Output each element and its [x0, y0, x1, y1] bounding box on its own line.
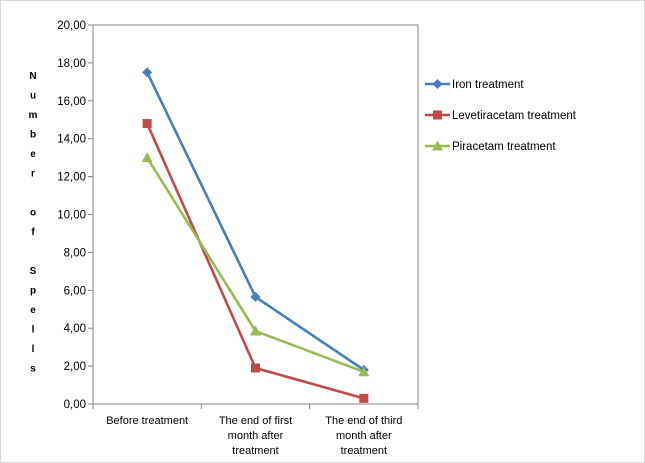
y-tick-label: 2,00	[64, 361, 86, 373]
data-point	[358, 366, 370, 377]
legend: Iron treatment Levetiracetam treatment Pir…	[425, 79, 577, 153]
y-tick-label: 20,00	[57, 20, 86, 32]
y-axis-label-char: u	[30, 91, 36, 102]
y-axis-label-char: r	[31, 169, 35, 180]
y-axis-label-char: p	[30, 286, 36, 297]
data-point	[432, 79, 443, 89]
y-axis-label-char: f	[31, 227, 35, 238]
legend-label: Iron treatment	[452, 79, 524, 91]
data-point	[142, 67, 153, 78]
y-tick-label: 0,00	[64, 399, 86, 411]
x-tick-label: The end of first month after treatment	[219, 415, 292, 457]
y-axis-label-char: e	[30, 149, 36, 160]
y-axis-label-char: m	[29, 110, 38, 121]
series-piracetam-treatment	[141, 152, 370, 377]
data-point	[250, 291, 261, 302]
y-axis-label-char: l	[32, 325, 35, 336]
x-tick-label: The end of third month after treatment	[325, 415, 402, 457]
legend-item: Piracetam treatment	[425, 140, 556, 153]
data-point	[141, 152, 153, 163]
y-axis-label-char: e	[30, 305, 36, 316]
data-point	[250, 325, 261, 336]
legend-item: Levetiracetam treatment	[425, 110, 577, 122]
series-group	[141, 67, 370, 403]
series-levetiracetam-treatment	[142, 119, 369, 403]
y-axis-label-char: s	[30, 364, 36, 375]
y-tick-label: 8,00	[64, 247, 86, 259]
legend-label: Levetiracetam treatment	[452, 110, 577, 122]
y-tick-label: 12,00	[57, 172, 86, 184]
data-point	[142, 119, 152, 129]
data-point	[251, 363, 260, 373]
y-tick-label: 16,00	[57, 96, 86, 108]
y-axis-label-char: b	[30, 130, 36, 141]
y-tick-label: 14,00	[57, 134, 86, 146]
data-point	[432, 140, 443, 151]
y-tick-label: 10,00	[57, 210, 86, 222]
legend-item: Iron treatment	[425, 79, 524, 91]
y-tick-label: 18,00	[57, 58, 86, 70]
y-axis-label-char: l	[32, 344, 35, 355]
y-axis-label-char: N	[29, 71, 36, 82]
x-axis-ticks: Before treatment The end of first month af…	[92, 404, 419, 457]
y-axis-ticks: 0,00 2,00 4,00 6,00 8,00 10,00 12,00 14,00 16,00…	[57, 20, 93, 411]
legend-label: Piracetam treatment	[452, 141, 556, 153]
data-point	[359, 393, 369, 403]
y-tick-label: 6,00	[64, 285, 86, 297]
y-axis-label-char: o	[30, 208, 36, 219]
data-point	[433, 110, 442, 120]
x-tick-label: Before treatment	[106, 415, 188, 427]
y-tick-label: 4,00	[64, 323, 86, 335]
y-axis-label-char: S	[30, 266, 37, 277]
